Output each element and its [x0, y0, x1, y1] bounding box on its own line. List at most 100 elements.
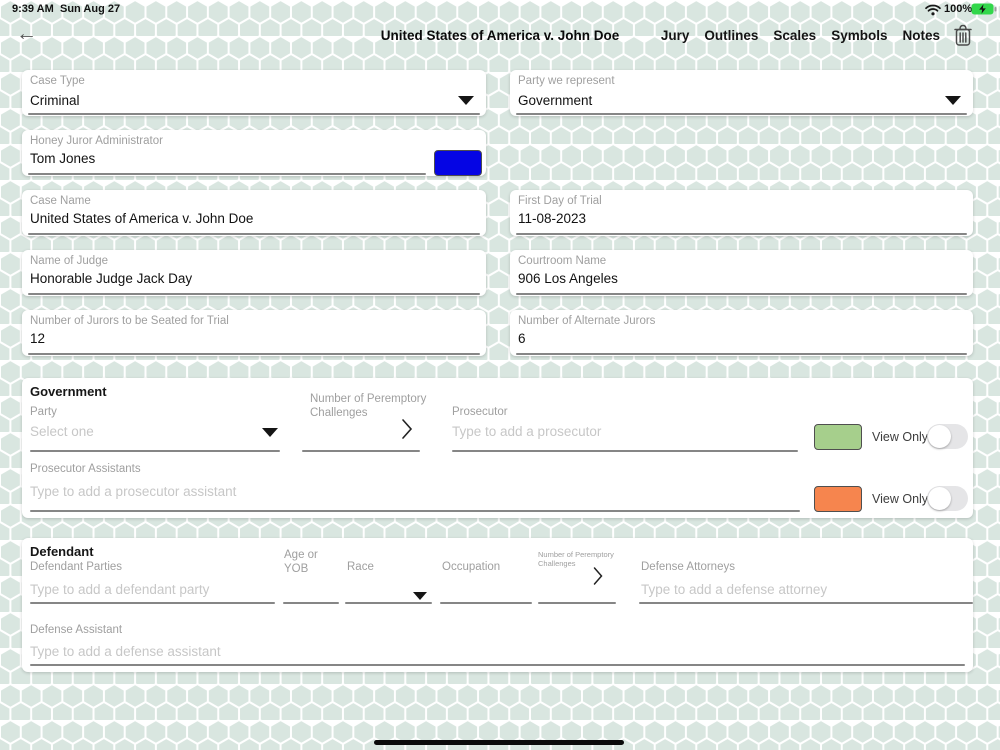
field-label: First Day of Trial	[518, 195, 602, 207]
input-underline	[516, 113, 967, 115]
input-underline	[639, 602, 973, 604]
peremptory-challenges-label: Number of Peremptory Challenges	[310, 393, 427, 419]
defendant-parties-label: Defendant Parties	[30, 561, 123, 573]
field-party-we-represent[interactable]: Party we represent Government	[510, 70, 973, 116]
defense-attorney-input[interactable]	[641, 582, 961, 597]
section-heading: Government	[30, 384, 107, 399]
field-courtroom: Courtroom Name	[510, 250, 973, 296]
menu-item-jury[interactable]: Jury	[660, 28, 690, 43]
field-label: Case Type	[30, 75, 85, 87]
input-underline	[516, 233, 967, 235]
view-only-label: View Only	[872, 430, 929, 444]
defendant-party-input[interactable]	[30, 582, 270, 597]
age-label: Age or YOB	[284, 549, 318, 575]
field-case-name: Case Name	[22, 190, 486, 236]
peremptory-challenges-label: Number of Peremptory Challenges	[538, 550, 614, 568]
input-underline	[30, 602, 275, 604]
back-arrow-icon[interactable]: ←	[16, 22, 37, 45]
field-administrator: Honey Juror Administrator	[22, 130, 486, 176]
defense-assistant-input[interactable]	[30, 644, 930, 659]
prosecutor-color-swatch[interactable]	[814, 424, 862, 450]
menu-item-notes[interactable]: Notes	[902, 28, 940, 43]
toggle-knob	[928, 425, 951, 448]
occupation-input[interactable]	[442, 582, 530, 597]
chevron-down-icon	[413, 592, 427, 600]
party-select[interactable]: Select one	[30, 424, 94, 439]
field-label: Number of Jurors to be Seated for Trial	[30, 315, 229, 327]
field-label: Name of Judge	[30, 255, 108, 267]
input-underline	[30, 450, 280, 452]
defense-assistant-label: Defense Assistant	[30, 624, 123, 636]
government-section: Government Party Select one Number of Pe…	[22, 378, 973, 518]
trash-icon[interactable]	[953, 24, 973, 47]
prosecutor-input[interactable]	[452, 424, 782, 439]
input-underline	[516, 293, 967, 295]
age-input[interactable]	[284, 582, 336, 597]
prosecutor-view-only-toggle[interactable]	[927, 424, 968, 449]
menu-item-scales[interactable]: Scales	[773, 28, 817, 43]
occupation-label: Occupation	[442, 561, 501, 573]
view-only-label: View Only	[872, 492, 929, 506]
jurors-seated-input[interactable]	[30, 331, 470, 346]
race-label: Race	[347, 561, 374, 573]
input-underline	[28, 293, 480, 295]
field-label: Party we represent	[518, 75, 615, 87]
home-indicator[interactable]	[374, 740, 624, 745]
input-underline	[538, 602, 616, 604]
input-underline	[440, 602, 532, 604]
prosecutor-label: Prosecutor	[452, 406, 508, 418]
field-first-day-of-trial: First Day of Trial	[510, 190, 973, 236]
chevron-down-icon	[262, 428, 278, 437]
input-underline	[30, 510, 800, 512]
menu-item-symbols[interactable]: Symbols	[831, 28, 888, 43]
field-case-type[interactable]: Case Type Criminal	[22, 70, 486, 116]
toggle-knob	[928, 487, 951, 510]
prosecutor-assistants-label: Prosecutor Assistants	[30, 463, 141, 475]
input-underline	[452, 450, 798, 452]
assistant-view-only-toggle[interactable]	[927, 486, 968, 511]
page-title: United States of America v. John Doe	[380, 28, 620, 43]
wifi-icon	[925, 4, 941, 16]
party-label: Party	[30, 406, 57, 418]
defendant-section: Defendant Defendant Parties Age or YOB R…	[22, 538, 973, 672]
field-value: Criminal	[30, 93, 80, 108]
defense-attorneys-label: Defense Attorneys	[641, 561, 735, 573]
status-time: 9:39 AM	[12, 3, 54, 15]
prosecutor-assistant-input[interactable]	[30, 484, 770, 499]
header-menu: Jury Outlines Scales Symbols Notes	[661, 28, 940, 43]
input-underline	[302, 450, 420, 452]
field-value: Government	[518, 93, 593, 108]
alternate-jurors-input[interactable]	[518, 331, 958, 346]
field-alternate-jurors: Number of Alternate Jurors	[510, 310, 973, 356]
administrator-color-swatch[interactable]	[434, 150, 482, 176]
section-heading: Defendant	[30, 544, 94, 559]
field-label: Courtroom Name	[518, 255, 607, 267]
input-underline	[283, 602, 339, 604]
input-underline	[30, 664, 965, 666]
courtroom-input[interactable]	[518, 271, 958, 286]
input-underline	[28, 173, 426, 175]
battery-percent: 100%	[944, 3, 973, 15]
menu-item-outlines[interactable]: Outlines	[704, 28, 759, 43]
input-underline	[345, 602, 432, 604]
administrator-input[interactable]	[30, 151, 420, 166]
chevron-right-icon[interactable]	[400, 418, 414, 440]
field-jurors-seated: Number of Jurors to be Seated for Trial	[22, 310, 486, 356]
chevron-down-icon	[458, 96, 474, 105]
field-judge: Name of Judge	[22, 250, 486, 296]
field-label: Case Name	[30, 195, 91, 207]
input-underline	[516, 353, 967, 355]
prosecutor-assistant-color-swatch[interactable]	[814, 486, 862, 512]
input-underline	[28, 233, 480, 235]
judge-input[interactable]	[30, 271, 470, 286]
field-label: Honey Juror Administrator	[30, 135, 163, 147]
battery-icon	[971, 3, 997, 15]
status-date: Sun Aug 27	[60, 3, 121, 15]
field-label: Number of Alternate Jurors	[518, 315, 656, 327]
chevron-right-icon[interactable]	[592, 566, 604, 586]
first-day-input[interactable]	[518, 211, 958, 226]
chevron-down-icon	[945, 96, 961, 105]
input-underline	[28, 113, 480, 115]
case-name-input[interactable]	[30, 211, 470, 226]
